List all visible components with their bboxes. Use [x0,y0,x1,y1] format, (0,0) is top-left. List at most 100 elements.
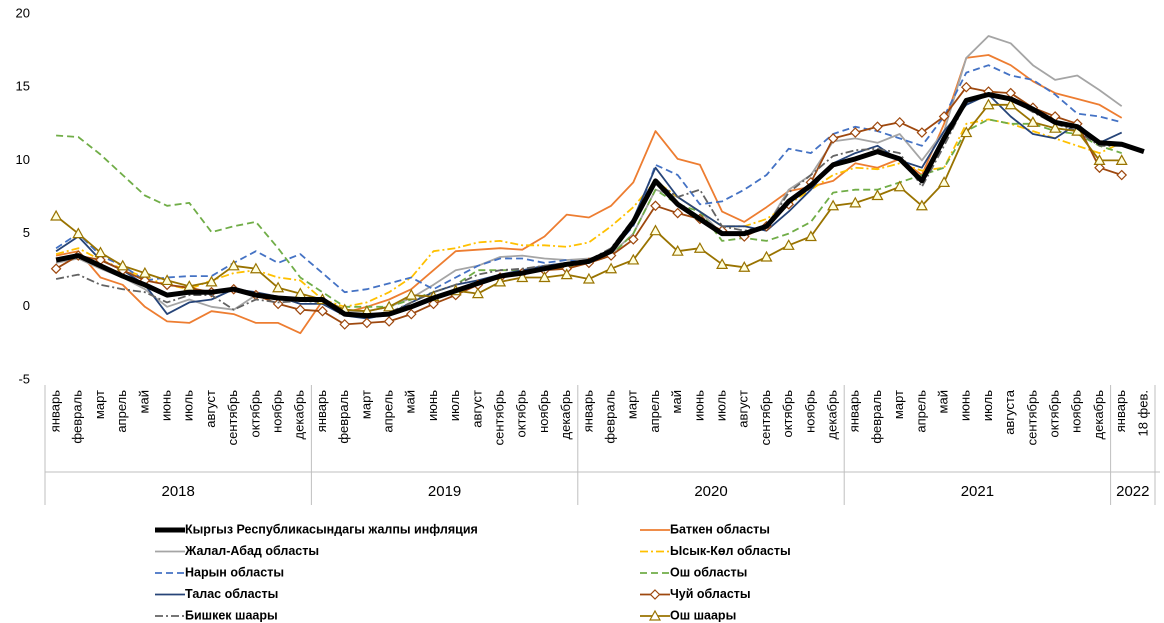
x-tick-label: май [403,390,418,413]
series-marker [516,271,529,283]
series-marker [627,253,640,265]
x-tick-label: сентябрь [758,390,773,446]
group-label: 2018 [162,483,195,500]
x-tick-label: июль [980,390,995,421]
series-marker [693,242,706,253]
legend-label: Талас областы [185,587,278,601]
x-tick-label: май [669,390,684,413]
series-marker [161,274,174,286]
x-tick-label: март [92,390,107,419]
y-tick-label: 5 [23,225,30,240]
series-marker [871,189,884,201]
y-tick-label: 20 [16,5,30,20]
x-tick-label: март [625,390,640,419]
series-marker [1116,169,1128,181]
series-marker [405,308,417,320]
x-tick-label: октябрь [780,390,795,438]
legend-label: Ысык-Көл областы [670,544,791,558]
series-marker [1004,98,1017,110]
series-marker [339,319,351,330]
x-tick-label: октябрь [514,390,529,438]
series-marker [782,239,795,250]
series-marker [1094,162,1105,174]
x-tick-label: январь [314,390,329,432]
group-label: 2022 [1116,483,1149,500]
series-marker [361,317,373,329]
series-marker [827,133,839,144]
series-marker [383,300,396,312]
x-tick-label: ноябрь [536,390,551,433]
series-marker [716,258,729,269]
x-tick-label: январь [580,390,595,432]
series-marker [960,81,972,93]
x-tick-label: апрель [114,390,129,433]
series-marker [50,209,63,221]
legend-label: Ош шаары [670,608,736,622]
x-tick-label: август [203,390,218,428]
series-marker [804,230,817,242]
series-marker [272,281,285,293]
x-tick-label: августа [1002,389,1017,435]
series-marker [1049,121,1062,133]
series-marker [94,246,107,258]
series-marker [915,199,928,211]
x-tick-label: октябрь [1047,390,1062,438]
series-marker [1115,154,1128,165]
legend-label: Бишкек шаары [185,608,278,622]
series-marker [405,288,418,300]
x-tick-label: апрель [913,390,928,433]
x-tick-label: февраль [70,390,85,444]
x-tick-label: март [891,390,906,419]
series-marker [471,287,484,299]
x-tick-label: январь [1113,390,1128,432]
x-tick-label: январь [847,390,862,432]
x-tick-label: ноябрь [802,390,817,433]
x-tick-label: январь [48,390,63,432]
group-label: 2020 [694,483,727,500]
series-marker [272,298,284,310]
legend-label: Баткен областы [670,522,770,536]
series-marker [294,304,306,316]
x-tick-label: июнь [691,390,706,421]
x-tick-label: апрель [647,390,662,433]
series-line [55,35,1123,313]
x-tick-label: сентябрь [225,390,240,446]
legend-marker [649,589,661,600]
series-marker [894,116,906,128]
series-marker [205,275,218,287]
series-marker [650,200,661,212]
series-line [55,93,1122,317]
series-marker [383,316,395,327]
series-marker [649,224,662,236]
x-tick-label: август [469,390,484,428]
series-marker [627,234,639,245]
x-tick-label: март [358,390,373,419]
series-line [55,54,1123,335]
y-tick-label: -5 [18,371,30,386]
series-marker [116,259,129,271]
x-tick-label: сентябрь [1024,390,1039,446]
x-tick-label: февраль [603,390,618,444]
series-line [55,92,1145,319]
series-marker [227,259,240,271]
series-marker [249,262,262,274]
x-tick-label: ноябрь [270,390,285,433]
series-marker [671,244,684,256]
series-marker [317,305,328,317]
x-tick-label: декабрь [1091,390,1106,440]
series-marker [428,298,439,310]
x-tick-label: июль [181,390,196,421]
x-tick-label: июнь [159,390,174,421]
series-marker [1093,154,1106,165]
series-marker [960,126,973,138]
group-label: 2021 [961,483,994,500]
series-marker [849,127,861,138]
y-tick-label: 0 [23,298,30,313]
series-marker [872,121,883,133]
series-marker [672,207,684,219]
series-marker [1026,116,1039,127]
legend-marker [648,609,662,621]
x-tick-label: июль [714,390,729,421]
x-tick-label: июнь [425,390,440,421]
